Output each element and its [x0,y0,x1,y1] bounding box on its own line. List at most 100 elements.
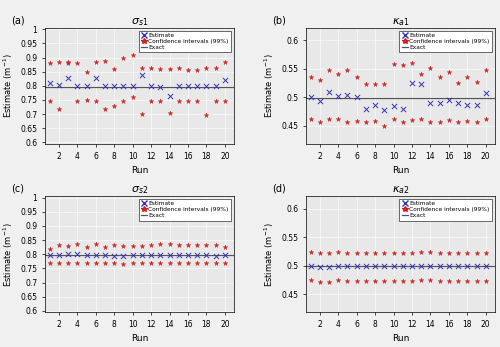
Point [92,76,100,81]
Point [426,278,434,283]
Point [445,263,453,269]
Point [174,243,182,248]
Point [174,66,182,71]
Point [212,83,220,88]
Point [408,60,416,66]
X-axis label: Run: Run [131,166,148,175]
Point [316,119,324,125]
Point [212,66,220,71]
Point [212,98,220,103]
Legend: Estimate, Confidence intervals (99%), Exact: Estimate, Confidence intervals (99%), Ex… [400,199,492,221]
Point [221,261,229,266]
Point [390,103,398,109]
Point [92,241,100,247]
Point [138,111,146,116]
Point [325,264,333,270]
Point [82,83,90,88]
Point [482,278,490,284]
Point [147,252,155,257]
Point [147,243,155,248]
Point [128,261,136,266]
Point [138,243,146,248]
Point [82,245,90,250]
Point [417,81,425,87]
Point [380,123,388,128]
Point [380,263,388,269]
Point [193,243,201,248]
Point [92,98,100,103]
Point [390,250,398,256]
Point [221,98,229,103]
Legend: Estimate, Confidence intervals (99%), Exact: Estimate, Confidence intervals (99%), Ex… [400,31,492,52]
Point [166,260,173,266]
Point [184,261,192,266]
Point [408,80,416,86]
Point [306,94,314,100]
Point [436,278,444,284]
Point [390,263,398,269]
Point [46,246,54,251]
Point [352,74,360,79]
Point [436,263,444,269]
Point [454,250,462,256]
Point [202,261,210,266]
Point [46,260,54,265]
Point [120,261,128,266]
Point [316,77,324,83]
Point [417,263,425,269]
Point [193,83,201,88]
Point [212,243,220,248]
Point [472,119,480,125]
Point [472,278,480,284]
Point [390,278,398,284]
Point [325,89,333,94]
Point [193,252,201,257]
Y-axis label: Estimate (m$^{-1}$): Estimate (m$^{-1}$) [2,53,15,118]
Point [46,60,54,66]
Point [371,102,379,108]
Point [46,98,54,103]
Point [344,92,351,98]
Point [436,74,444,79]
Point [454,263,462,269]
Point [156,98,164,103]
Point [64,252,72,257]
Point [156,242,164,247]
Point [174,261,182,266]
Point [445,97,453,103]
Point [55,106,63,112]
Point [101,83,109,88]
Point [408,278,416,284]
Point [408,250,416,256]
Point [445,250,453,256]
Point [120,55,128,60]
Point [120,98,128,103]
Point [482,90,490,95]
Point [74,252,82,257]
Point [147,261,155,266]
Point [371,278,379,284]
Point [221,245,229,250]
Point [147,66,155,71]
Point [472,102,480,107]
Point [202,83,210,88]
Point [380,107,388,112]
Point [454,100,462,106]
Y-axis label: Estimate (m$^{-1}$): Estimate (m$^{-1}$) [2,222,15,287]
Point [436,100,444,106]
Point [184,243,192,248]
Point [344,278,351,284]
Point [380,81,388,86]
Point [184,253,192,258]
Point [55,261,63,266]
Point [101,59,109,64]
Point [325,279,333,284]
Point [184,98,192,104]
Point [74,260,82,265]
Point [472,80,480,85]
Point [55,243,63,248]
Point [138,252,146,257]
Point [380,278,388,284]
Point [156,84,164,90]
Point [166,67,173,72]
